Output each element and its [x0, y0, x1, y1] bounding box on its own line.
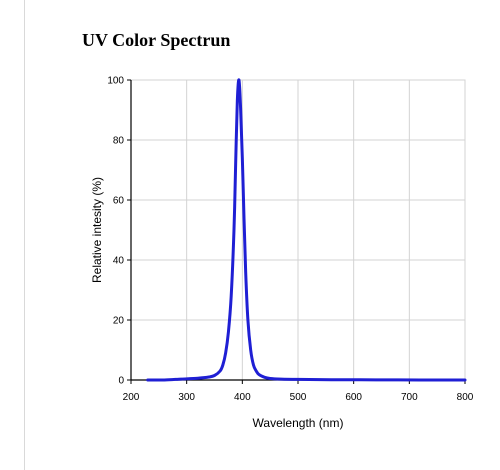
data-point [269, 378, 271, 380]
data-point [247, 319, 249, 321]
y-axis-label: Relative intesity (%) [90, 177, 104, 283]
data-point [222, 364, 224, 366]
data-point [180, 378, 182, 380]
x-tick-label: 300 [178, 392, 195, 403]
x-axis-label: Wavelength (nm) [253, 416, 344, 430]
data-point [237, 100, 239, 102]
data-point [214, 375, 216, 377]
data-point [331, 379, 333, 381]
data-point [242, 157, 244, 159]
chart-title: UV Color Spectrun [82, 30, 231, 50]
y-tick-label: 40 [113, 256, 125, 267]
data-point [375, 379, 377, 381]
data-point [233, 229, 235, 231]
data-point [420, 379, 422, 381]
data-point [230, 295, 232, 297]
y-tick-label: 80 [113, 136, 125, 147]
data-point [245, 271, 247, 273]
data-point [297, 379, 299, 381]
tick-marks-and-labels: 200 300 400 500 600 700 800 0 20 40 60 80 100 [107, 76, 473, 404]
data-point [264, 377, 266, 379]
data-point [197, 377, 199, 379]
data-point [219, 370, 221, 372]
data-point [225, 352, 227, 354]
data-point [253, 364, 255, 366]
data-point [255, 370, 257, 372]
x-tick-label: 700 [401, 392, 418, 403]
y-tick-label: 0 [118, 376, 124, 387]
spectrum-line [146, 78, 467, 382]
data-point [243, 217, 245, 219]
x-tick-label: 500 [290, 392, 307, 403]
y-tick-label: 60 [113, 196, 125, 207]
data-point [208, 376, 210, 378]
data-point [250, 349, 252, 351]
data-point [238, 79, 240, 81]
data-point [147, 379, 149, 381]
y-tick-label: 20 [113, 316, 125, 327]
x-tick-label: 800 [457, 392, 474, 403]
data-point [464, 379, 466, 381]
grid-lines [131, 79, 466, 380]
x-tick-label: 200 [123, 392, 140, 403]
data-point [164, 379, 166, 381]
data-point [281, 378, 283, 380]
data-point [235, 163, 237, 165]
left-rule [24, 0, 25, 470]
y-tick-label: 100 [107, 76, 124, 87]
data-point [240, 109, 242, 111]
x-tick-label: 400 [234, 392, 251, 403]
x-tick-label: 600 [345, 392, 362, 403]
data-point [258, 374, 260, 376]
data-point [228, 331, 230, 333]
